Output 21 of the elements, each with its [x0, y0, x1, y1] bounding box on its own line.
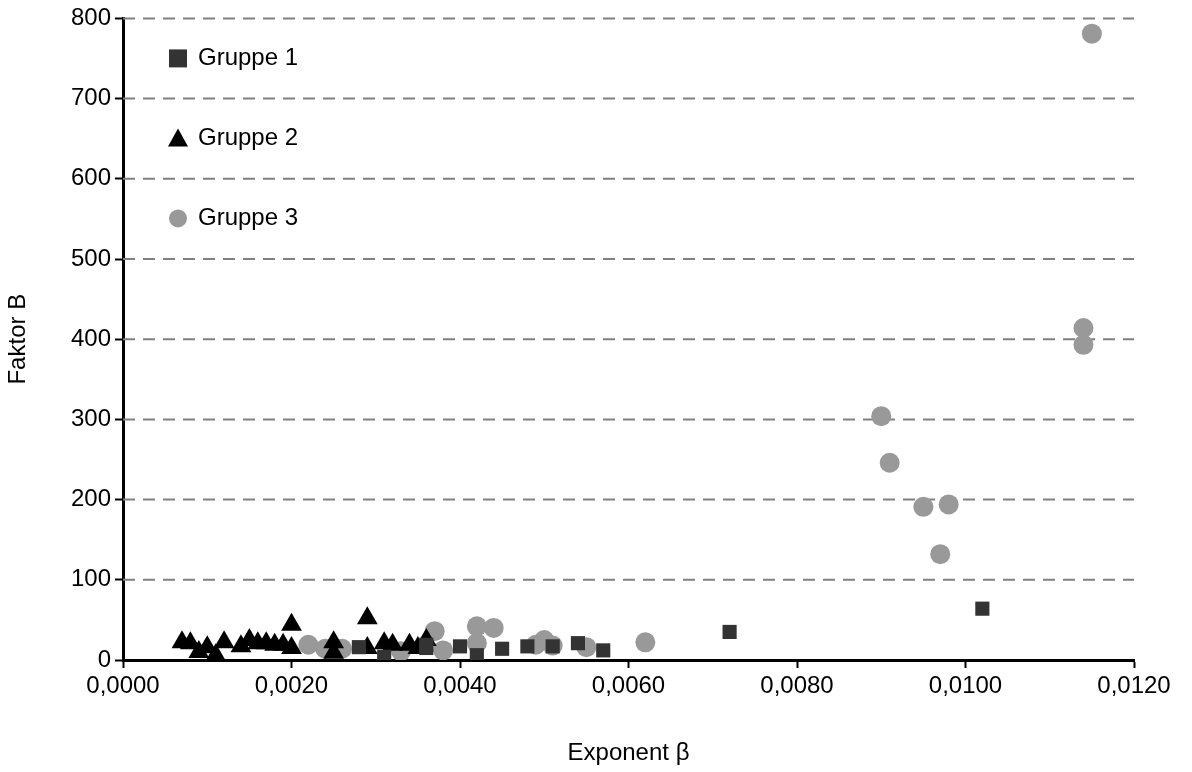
- x-tick-label: 0,0060: [591, 671, 666, 699]
- y-tick-label: 500: [70, 243, 111, 271]
- x-tick-label: 0,0040: [423, 671, 497, 699]
- legend-label: Gruppe 1: [198, 43, 299, 71]
- legend-label: Gruppe 2: [198, 123, 299, 151]
- x-tick-label: 0,0000: [86, 671, 160, 699]
- x-tick-label: 0,0120: [1097, 671, 1171, 699]
- y-tick-label: 0: [97, 644, 111, 672]
- x-tick-label: 0,0100: [928, 671, 1003, 699]
- x-tick-label: 0,0020: [254, 671, 329, 699]
- y-tick-label: 600: [70, 163, 111, 191]
- y-tick-label: 800: [70, 3, 111, 31]
- y-axis-title: Faktor B: [3, 293, 31, 385]
- y-tick-label: 300: [70, 404, 111, 432]
- x-tick-label: 0,0080: [760, 671, 834, 699]
- legend-label: Gruppe 3: [198, 203, 299, 231]
- y-tick-label: 200: [70, 484, 111, 512]
- y-tick-label: 400: [70, 323, 111, 351]
- y-tick-label: 700: [70, 83, 111, 111]
- y-tick-label: 100: [70, 564, 111, 592]
- x-axis-title: Exponent β: [567, 738, 690, 766]
